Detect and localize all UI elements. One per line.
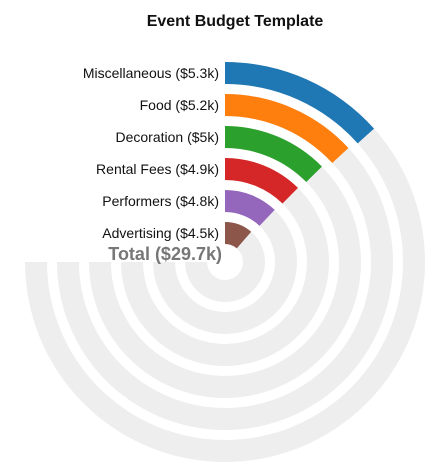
category-label: Food ($5.2k): [140, 97, 219, 113]
bar-decoration: [225, 126, 322, 183]
track-ring: [185, 222, 265, 302]
category-label: Performers ($4.8k): [102, 193, 219, 209]
total-label: Total ($29.7k): [108, 244, 222, 264]
bar-rental-fees: [225, 158, 298, 204]
category-label: Miscellaneous ($5.3k): [83, 65, 219, 81]
category-label: Rental Fees ($4.9k): [96, 161, 219, 177]
category-label: Decoration ($5k): [116, 129, 220, 145]
bar-food: [225, 94, 349, 163]
track-rings: [25, 62, 425, 462]
bar-arcs: [225, 62, 375, 249]
bar-miscellaneous: [225, 62, 375, 144]
category-label: Advertising ($4.5k): [102, 225, 219, 241]
bar-performers: [225, 190, 275, 226]
category-labels: Miscellaneous ($5.3k) Food ($5.2k) Decorat…: [83, 65, 219, 241]
chart-title: Event Budget Template: [147, 13, 324, 30]
bar-advertising: [225, 222, 252, 249]
track-ring: [153, 190, 297, 334]
